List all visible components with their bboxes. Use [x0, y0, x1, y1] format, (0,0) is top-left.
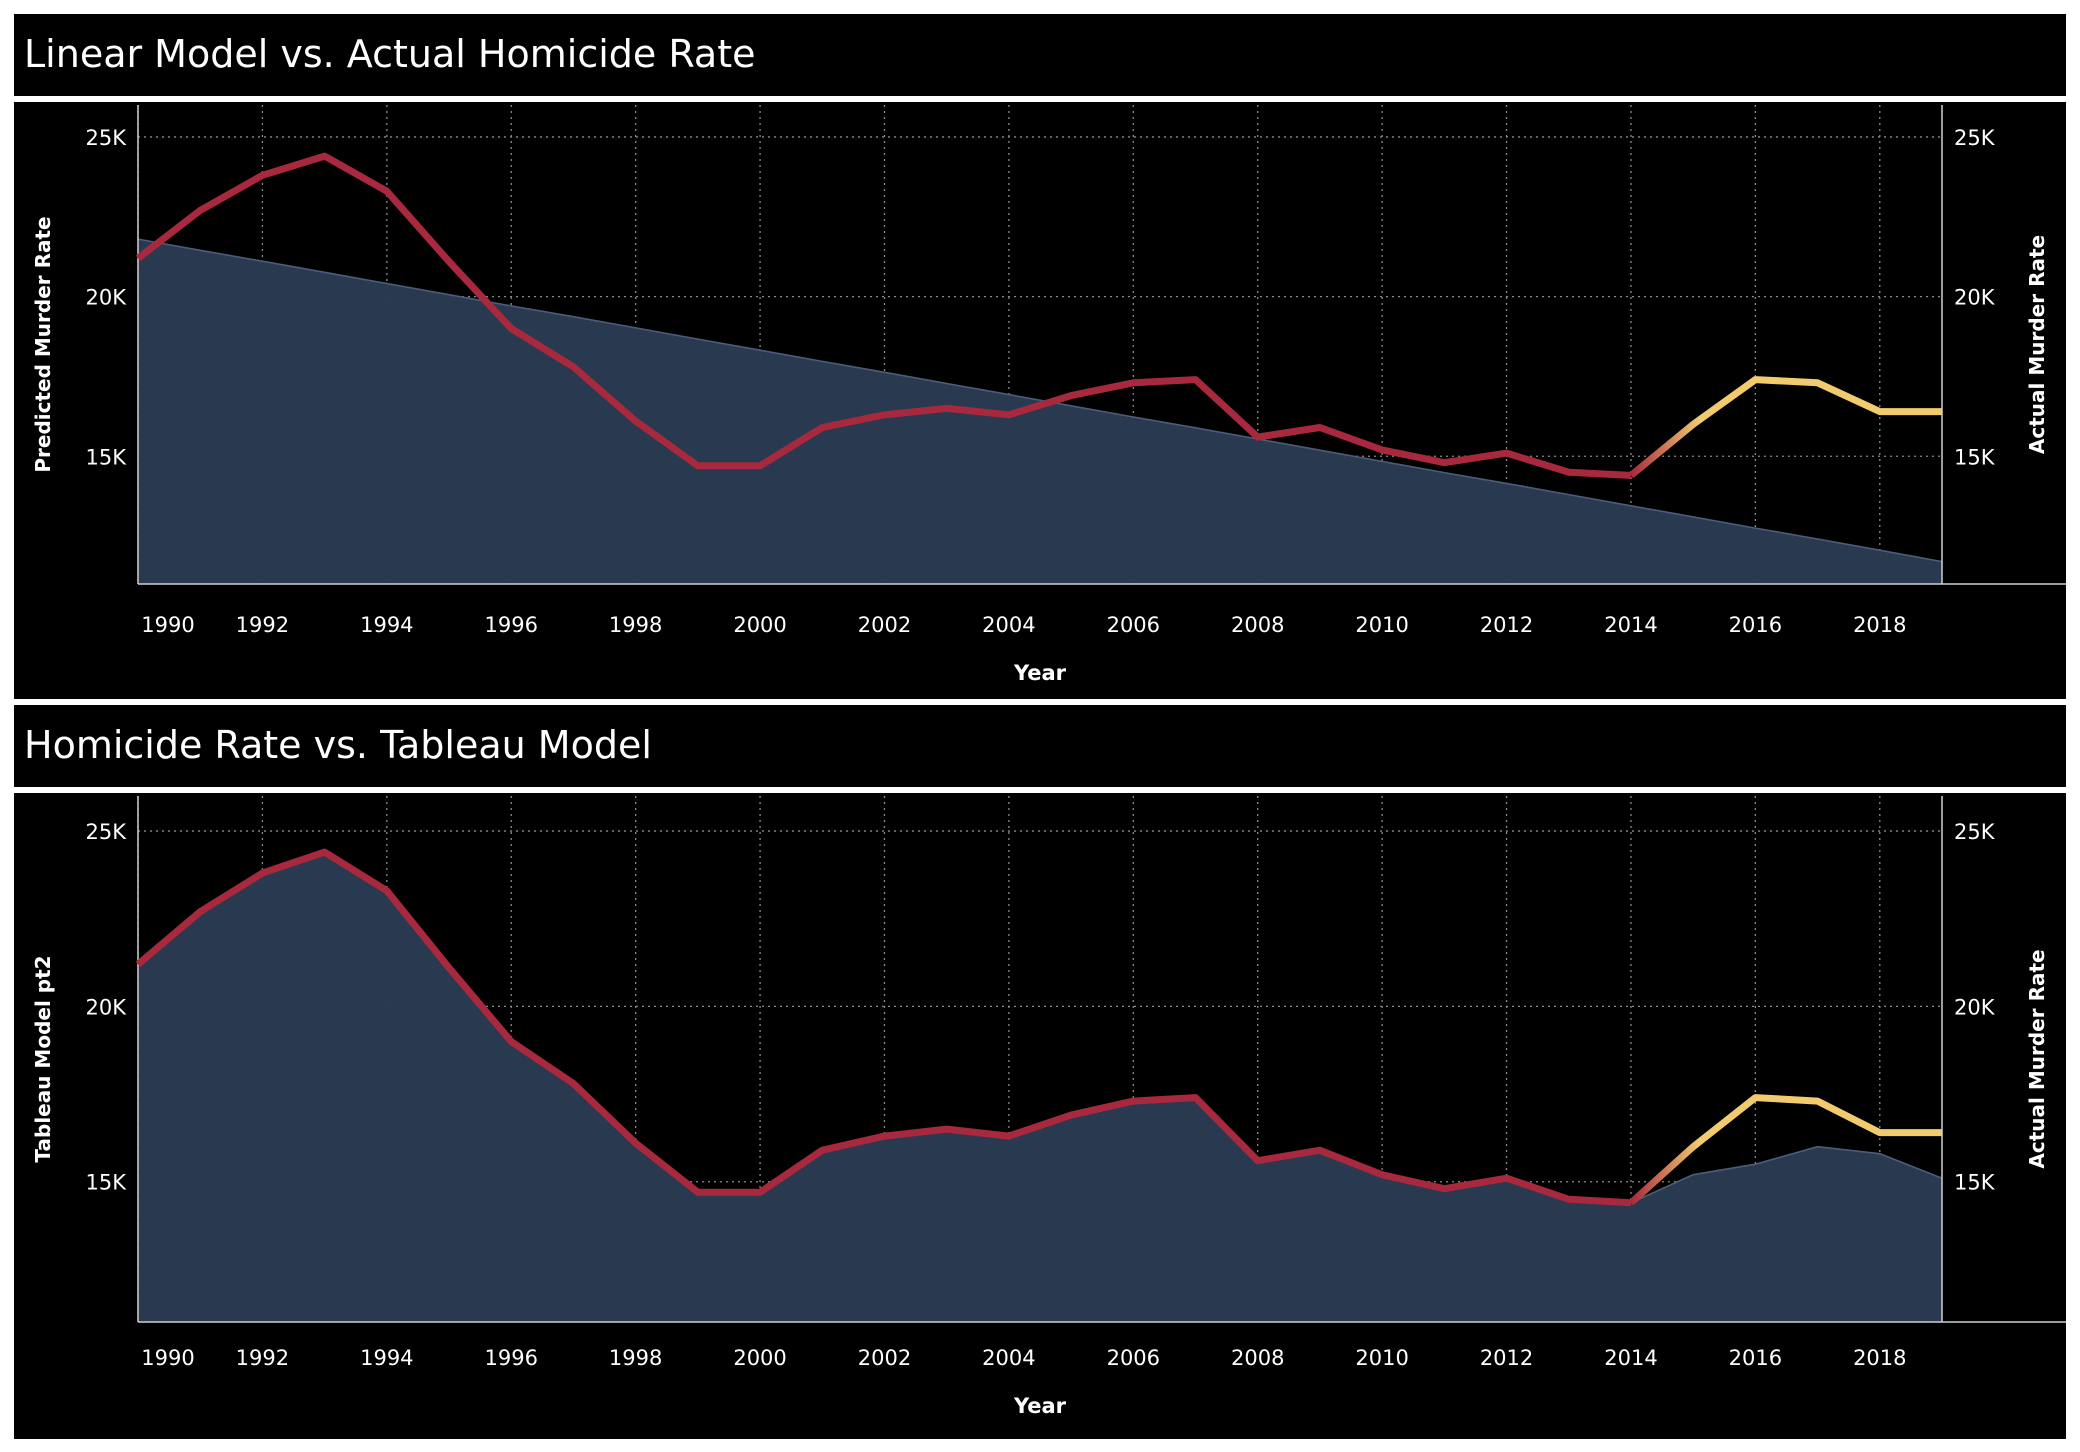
x-tick-1990: 1990: [141, 1346, 194, 1370]
x-tick-2000: 2000: [733, 1346, 786, 1370]
x-tick-2010: 2010: [1355, 613, 1408, 637]
x-axis-title: Year: [1013, 1394, 1067, 1418]
x-tick-2014: 2014: [1604, 613, 1657, 637]
line-series-actual-murder-rate-highlight: [1628, 376, 1942, 479]
y-tick-right-25K: 25K: [1954, 820, 1996, 844]
y-tick-left-25K: 25K: [86, 126, 128, 150]
y-axis-title-left: Predicted Murder Rate: [31, 216, 55, 472]
x-tick-1992: 1992: [236, 613, 289, 637]
chart1-svg: 25K 25K 20K 20K 15K 15K 1990 1992 1994 1996 1998 20…: [31, 105, 2066, 685]
x-tick-2000: 2000: [733, 613, 786, 637]
x-tick-2002: 2002: [858, 1346, 911, 1370]
line-series-actual-murder-rate: [135, 152, 1632, 479]
x-tick-2012: 2012: [1480, 1346, 1533, 1370]
chart1-title: Linear Model vs. Actual Homicide Rate: [24, 32, 756, 76]
chart1-title-bar: Linear Model vs. Actual Homicide Rate: [14, 14, 2066, 96]
y-tick-left-15K: 15K: [86, 445, 128, 469]
x-tick-2006: 2006: [1107, 613, 1160, 637]
chart2-title: Homicide Rate vs. Tableau Model: [24, 723, 652, 767]
y-tick-right-20K: 20K: [1954, 995, 1996, 1019]
x-tick-1992: 1992: [236, 1346, 289, 1370]
y-tick-left-20K: 20K: [86, 286, 128, 310]
line-series-actual-murder-rate-highlight: [1628, 1094, 1942, 1206]
x-axis-title: Year: [1013, 661, 1067, 685]
x-tick-2018: 2018: [1853, 613, 1906, 637]
y-tick-right-15K: 15K: [1954, 1171, 1996, 1195]
x-tick-2002: 2002: [858, 613, 911, 637]
y-axis-title-left: Tableau Model pt2: [31, 955, 55, 1162]
line-series-actual-murder-rate: [135, 848, 1632, 1207]
x-tick-2010: 2010: [1355, 1346, 1408, 1370]
area-series-predicted-murder-rate: [138, 239, 1942, 584]
chart2-panel: 25K 25K 20K 20K 15K 15K 1990 1992 1994 1996 1998 20…: [14, 793, 2066, 1439]
x-tick-1998: 1998: [609, 1346, 662, 1370]
x-tick-1996: 1996: [485, 613, 538, 637]
y-axis-title-right: Actual Murder Rate: [2025, 949, 2049, 1168]
x-tick-2004: 2004: [982, 613, 1035, 637]
x-tick-1994: 1994: [360, 613, 413, 637]
x-tick-2004: 2004: [982, 1346, 1035, 1370]
x-tick-2008: 2008: [1231, 1346, 1284, 1370]
chart2-svg: 25K 25K 20K 20K 15K 15K 1990 1992 1994 1996 1998 20…: [31, 796, 2066, 1418]
x-tick-2018: 2018: [1853, 1346, 1906, 1370]
chart2-title-bar: Homicide Rate vs. Tableau Model: [14, 705, 2066, 787]
y-tick-left-20K: 20K: [86, 995, 128, 1019]
x-tick-2014: 2014: [1604, 1346, 1657, 1370]
x-tick-2012: 2012: [1480, 613, 1533, 637]
y-tick-left-25K: 25K: [86, 820, 128, 844]
chart1-panel: 25K 25K 20K 20K 15K 15K 1990 1992 1994 1996 1998 20…: [14, 102, 2066, 699]
area-series-edge: [137, 238, 1943, 563]
x-tick-1990: 1990: [141, 613, 194, 637]
y-tick-right-20K: 20K: [1954, 286, 1996, 310]
x-tick-2016: 2016: [1729, 1346, 1782, 1370]
x-tick-2016: 2016: [1729, 613, 1782, 637]
x-tick-2008: 2008: [1231, 613, 1284, 637]
y-tick-right-15K: 15K: [1954, 445, 1996, 469]
x-tick-1996: 1996: [485, 1346, 538, 1370]
x-tick-1994: 1994: [360, 1346, 413, 1370]
y-tick-left-15K: 15K: [86, 1171, 128, 1195]
area-series-tableau-model-pt2: [138, 852, 1942, 1322]
y-axis-title-right: Actual Murder Rate: [2025, 235, 2049, 454]
x-tick-1998: 1998: [609, 613, 662, 637]
y-tick-right-25K: 25K: [1954, 126, 1996, 150]
x-tick-2006: 2006: [1107, 1346, 1160, 1370]
